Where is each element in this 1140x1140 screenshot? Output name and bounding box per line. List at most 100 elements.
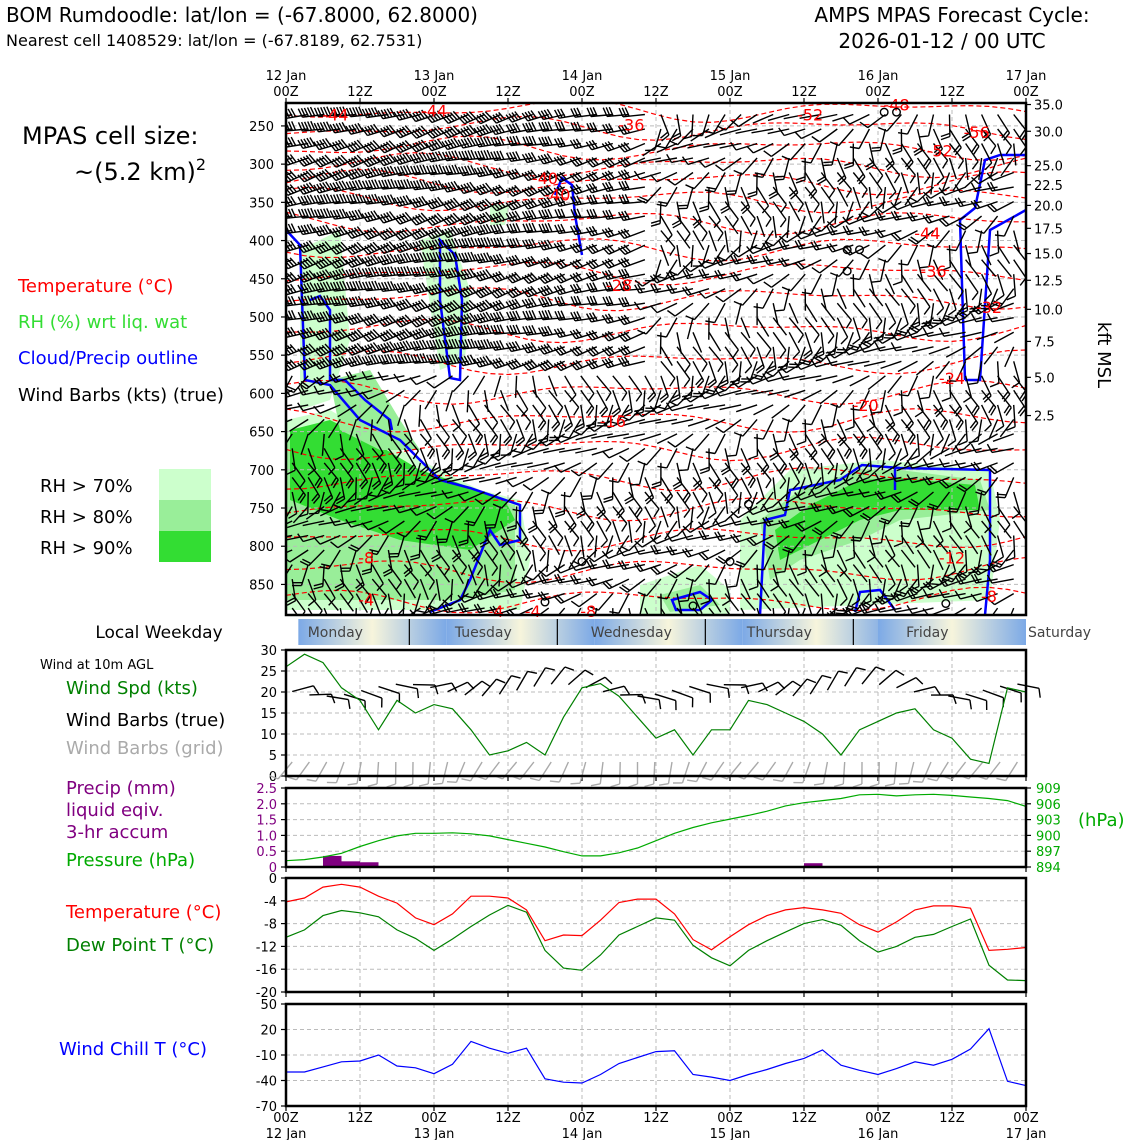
upper-wind-barb bbox=[666, 302, 694, 317]
upper-wind-barb bbox=[836, 186, 849, 207]
upper-wind-barb bbox=[458, 237, 485, 249]
upper-wind-barb bbox=[890, 342, 918, 352]
upper-wind-barb bbox=[836, 564, 852, 582]
pressure-tick-label: 300 bbox=[249, 158, 274, 173]
upper-wind-barb bbox=[458, 338, 485, 350]
upper-wind-barb bbox=[393, 328, 421, 342]
upper-wind-barb bbox=[845, 535, 856, 562]
grid-wind-barb bbox=[793, 761, 811, 784]
upper-wind-barb bbox=[644, 390, 662, 412]
upper-wind-barb bbox=[425, 179, 453, 192]
upper-wind-barb bbox=[500, 535, 516, 561]
upper-wind-barb bbox=[938, 476, 966, 489]
upper-wind-barb bbox=[537, 296, 565, 308]
upper-wind-barb bbox=[505, 122, 533, 134]
upper-wind-barb bbox=[409, 282, 437, 295]
upper-wind-barb bbox=[846, 593, 870, 612]
upper-wind-barb bbox=[932, 157, 945, 185]
temperature-contour-label: -40 bbox=[532, 169, 558, 188]
upper-wind-barb bbox=[618, 194, 645, 205]
upper-wind-barb bbox=[719, 128, 742, 136]
upper-wind-barb bbox=[580, 506, 595, 533]
upper-wind-barb bbox=[700, 506, 710, 528]
upper-wind-barb bbox=[676, 593, 683, 615]
upper-wind-barb bbox=[402, 593, 406, 615]
grid-wind-barb bbox=[834, 761, 846, 788]
upper-wind-barb bbox=[308, 418, 325, 436]
upper-wind-barb bbox=[396, 520, 421, 538]
upper-wind-barb bbox=[650, 544, 678, 555]
upper-wind-barb bbox=[345, 209, 373, 221]
upper-wind-barb bbox=[724, 477, 739, 504]
upper-wind-barb bbox=[339, 593, 354, 612]
upper-wind-barb bbox=[569, 224, 597, 236]
pressure-ytick-label: 897 bbox=[1036, 845, 1061, 860]
upper-wind-barb bbox=[361, 241, 389, 255]
bottom-hour-label: 00Z bbox=[717, 1111, 743, 1126]
surface-wind-barb bbox=[740, 682, 769, 692]
upper-wind-barb bbox=[286, 223, 309, 234]
upper-wind-barb bbox=[387, 564, 402, 591]
upper-wind-barb bbox=[913, 128, 924, 156]
upper-wind-barb bbox=[724, 230, 729, 253]
upper-wind-barb bbox=[441, 299, 469, 314]
upper-wind-barb bbox=[537, 284, 565, 297]
upper-wind-barb bbox=[725, 172, 742, 196]
upper-wind-barb bbox=[484, 549, 499, 577]
upper-wind-barb bbox=[811, 259, 838, 274]
upper-wind-barb bbox=[991, 607, 999, 615]
kft-tick-label: 30.0 bbox=[1034, 125, 1063, 140]
upper-wind-barb bbox=[820, 172, 836, 199]
upper-wind-barb bbox=[785, 491, 806, 504]
upper-wind-barb bbox=[473, 299, 501, 313]
kft-tick-label: 22.5 bbox=[1034, 179, 1063, 194]
upper-wind-barb bbox=[947, 288, 957, 316]
upper-wind-barb bbox=[666, 171, 694, 186]
upper-wind-barb bbox=[915, 520, 925, 549]
legend-rh70-label: RH > 70% bbox=[40, 476, 133, 497]
upper-wind-barb bbox=[457, 212, 485, 226]
upper-wind-barb bbox=[740, 477, 753, 505]
upper-wind-barb bbox=[489, 223, 517, 235]
upper-wind-barb bbox=[586, 549, 614, 563]
temperature-labels: -44 -44 -48-52-56-36-52-40-40-44-28-36-32-… bbox=[322, 96, 1002, 622]
legend-barbs: Wind Barbs (kts) (true) bbox=[18, 385, 224, 406]
upper-wind-barb bbox=[874, 201, 902, 214]
upper-wind-barb bbox=[771, 404, 790, 419]
upper-wind-barb bbox=[467, 564, 477, 586]
upper-wind-barb bbox=[350, 505, 373, 512]
upper-wind-barb bbox=[398, 491, 421, 498]
temperature-contour-label: -24 bbox=[939, 369, 965, 388]
upper-wind-barb bbox=[286, 310, 309, 321]
upper-wind-barb bbox=[756, 331, 772, 358]
upper-wind-barb bbox=[944, 447, 966, 457]
upper-wind-barb bbox=[585, 258, 614, 270]
upper-wind-barb bbox=[778, 371, 806, 381]
upper-wind-barb bbox=[286, 136, 309, 148]
upper-wind-barb bbox=[361, 370, 389, 381]
upper-wind-barb bbox=[794, 229, 822, 240]
upper-wind-barb bbox=[291, 476, 306, 504]
upper-wind-barb bbox=[538, 309, 565, 321]
upper-wind-barb bbox=[794, 128, 822, 140]
upper-wind-barb bbox=[361, 313, 389, 327]
panel-ytick-label: 2.5 bbox=[256, 782, 277, 797]
upper-wind-barb bbox=[892, 448, 903, 469]
upper-wind-barb bbox=[537, 108, 565, 121]
upper-wind-barb bbox=[963, 375, 972, 403]
upper-wind-barb bbox=[948, 404, 964, 431]
upper-wind-barb bbox=[941, 375, 952, 402]
upper-wind-barb bbox=[521, 285, 549, 298]
upper-wind-barb bbox=[847, 360, 870, 366]
upper-wind-barb bbox=[409, 179, 437, 191]
upper-wind-barb bbox=[570, 107, 597, 118]
upper-wind-barb bbox=[866, 535, 876, 563]
upper-wind-barb bbox=[884, 143, 895, 171]
upper-wind-barb bbox=[601, 227, 630, 238]
upper-wind-barb bbox=[804, 317, 820, 344]
upper-wind-barb bbox=[735, 128, 758, 134]
panel-ytick-label: 30 bbox=[260, 644, 277, 659]
upper-wind-barb bbox=[564, 520, 580, 547]
upper-wind-barb bbox=[484, 404, 499, 431]
upper-wind-barb bbox=[1013, 128, 1026, 156]
